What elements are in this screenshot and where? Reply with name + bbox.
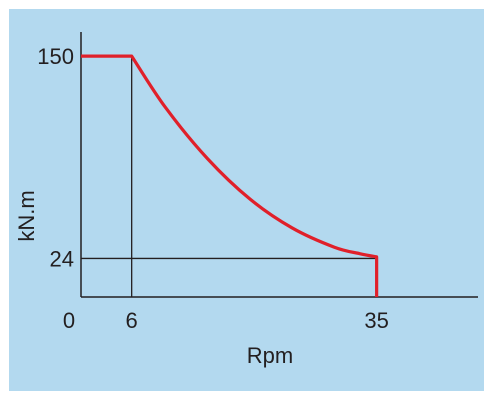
- x-tick-label: 0: [63, 308, 75, 333]
- reference-lines: [81, 56, 377, 297]
- tick-labels: 0 6 35 150 24: [37, 44, 389, 333]
- y-tick-label: 150: [37, 44, 74, 69]
- x-tick-label: 6: [126, 308, 138, 333]
- y-axis-label: kN.m: [14, 190, 39, 241]
- axes: [80, 32, 478, 298]
- y-tick-label: 24: [50, 246, 74, 271]
- x-tick-label: 35: [364, 308, 388, 333]
- torque-curve: [81, 54, 379, 297]
- panel-background: [9, 9, 484, 391]
- x-axis-label: Rpm: [247, 343, 293, 368]
